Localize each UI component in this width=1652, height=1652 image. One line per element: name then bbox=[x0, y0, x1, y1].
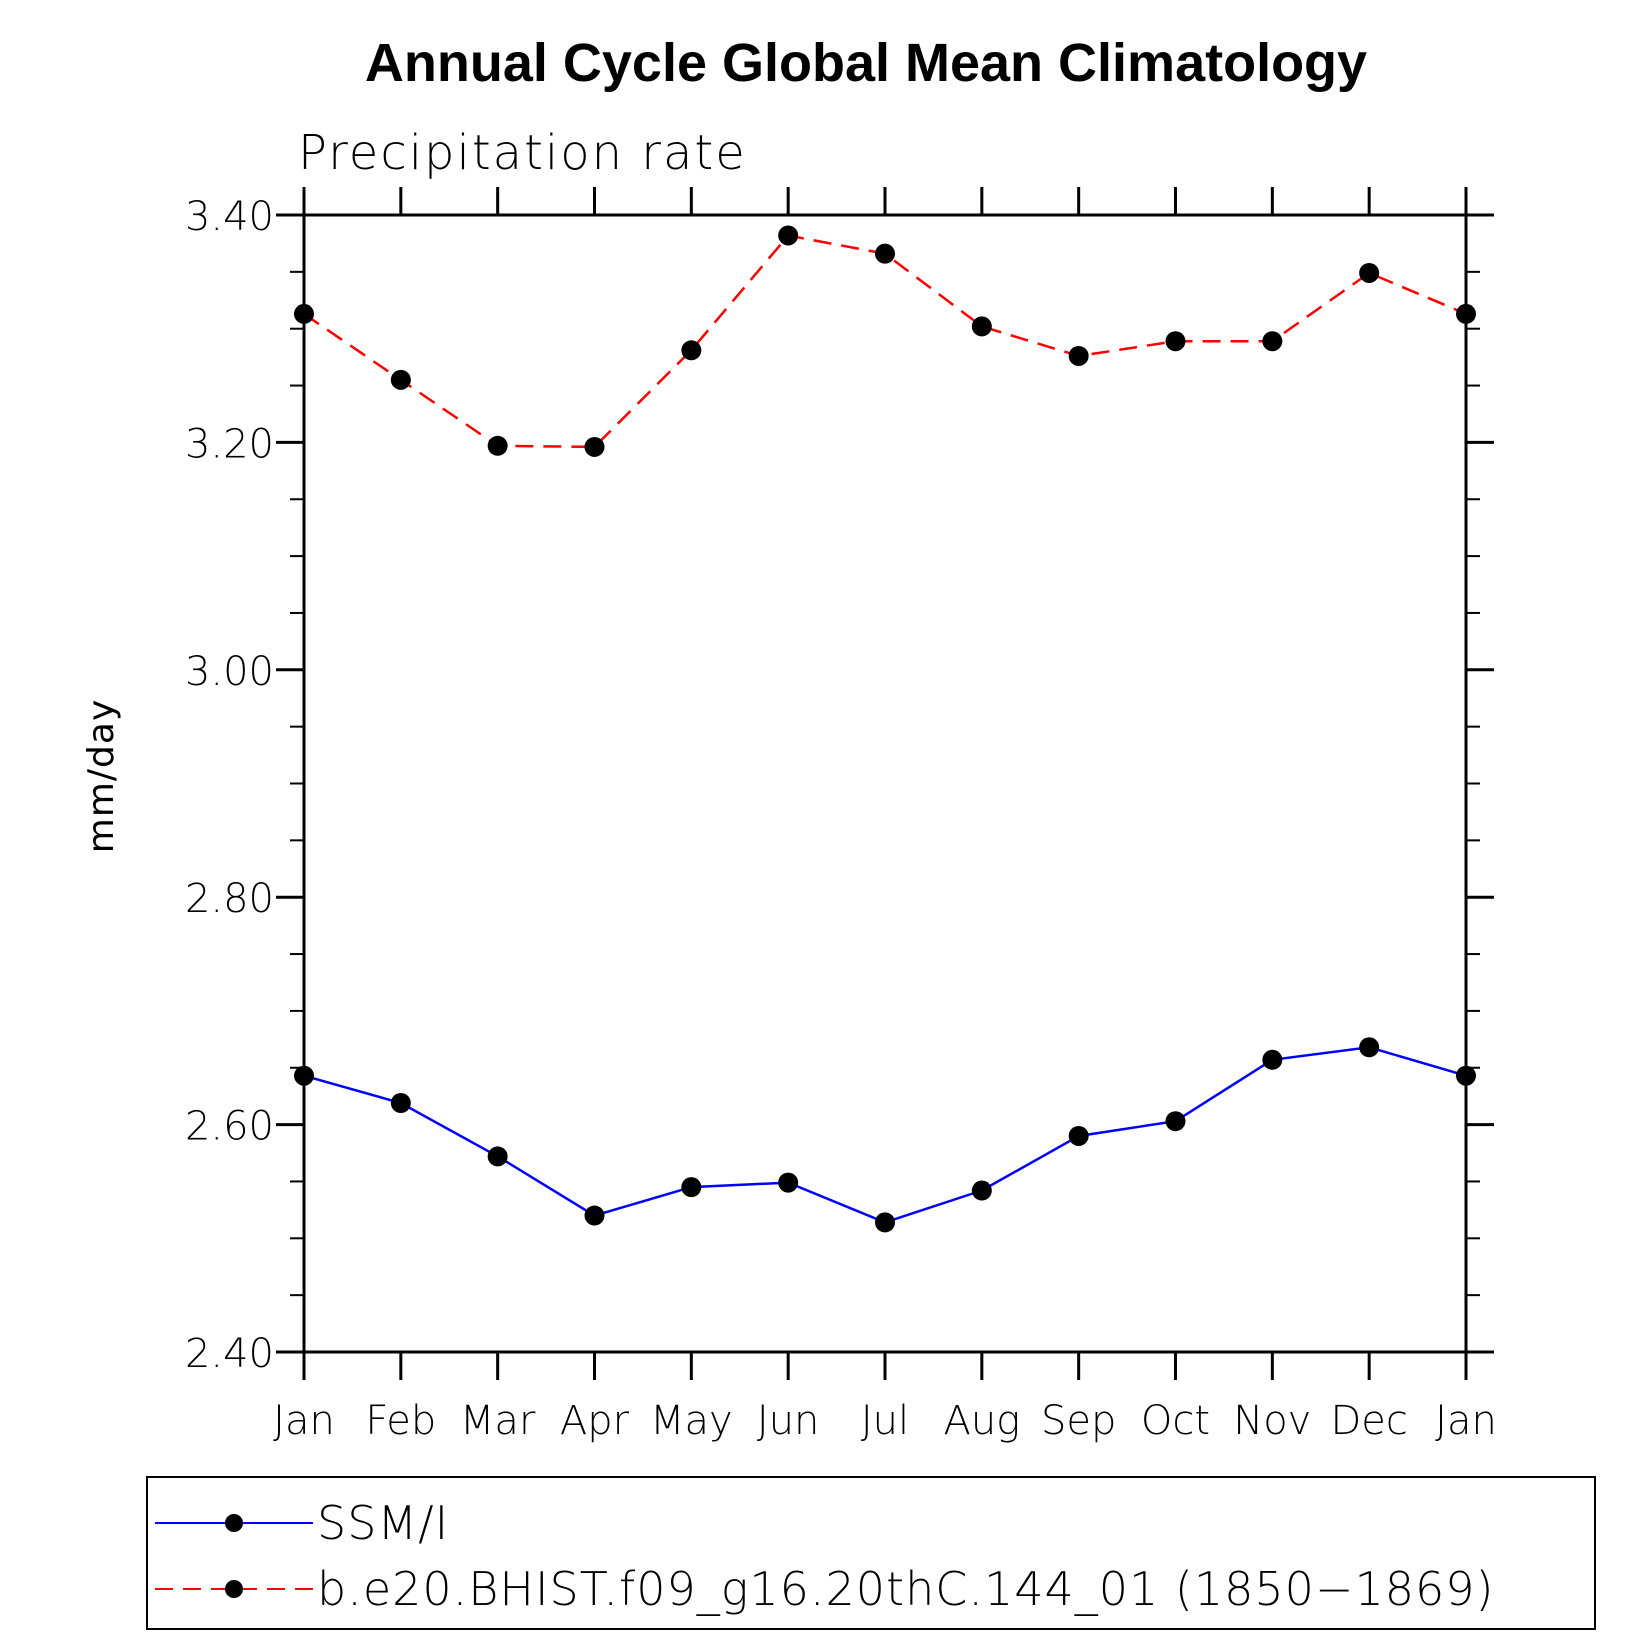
series-0-point bbox=[681, 1177, 702, 1198]
x-tick-label: Nov bbox=[1233, 1398, 1311, 1444]
series-1-point bbox=[294, 303, 314, 324]
x-tick-label: Jan bbox=[1435, 1398, 1497, 1444]
x-tick-label: Oct bbox=[1141, 1398, 1210, 1444]
chart-title: Annual Cycle Global Mean Climatology bbox=[365, 33, 1367, 93]
x-tick-label: Apr bbox=[560, 1398, 630, 1444]
series-1-point bbox=[390, 369, 411, 390]
series-0-point bbox=[875, 1212, 895, 1233]
x-tick-label: Jun bbox=[757, 1398, 820, 1444]
series-layer bbox=[294, 225, 1476, 1233]
y-tick-label: 2.60 bbox=[185, 1104, 274, 1150]
x-tick-label: Mar bbox=[460, 1398, 536, 1444]
series-0-point bbox=[1262, 1049, 1283, 1070]
series-line-1 bbox=[303, 234, 1467, 449]
legend: SSM/I b.e20.BHIST.f09_g16.20thC.144_01 (… bbox=[146, 1476, 1596, 1630]
series-1-point bbox=[584, 436, 605, 457]
series-1-point bbox=[1456, 303, 1476, 324]
x-tick-label: Aug bbox=[943, 1398, 1020, 1444]
legend-label-model: b.e20.BHIST.f09_g16.20thC.144_01 (1850−1… bbox=[317, 1562, 1495, 1616]
series-0-point bbox=[778, 1172, 799, 1193]
y-tick-label: 3.20 bbox=[185, 421, 274, 467]
y-tick-label: 3.40 bbox=[185, 194, 274, 240]
series-0-point bbox=[584, 1205, 605, 1226]
series-0-point bbox=[1359, 1037, 1380, 1058]
series-0-point bbox=[1165, 1111, 1186, 1132]
legend-entry-model: b.e20.BHIST.f09_g16.20thC.144_01 (1850−1… bbox=[155, 1562, 1495, 1616]
y-tick-label: 3.00 bbox=[185, 649, 274, 695]
series-0-point bbox=[1068, 1125, 1089, 1146]
chart-subtitle: Precipitation rate bbox=[298, 125, 747, 181]
legend-box bbox=[146, 1476, 1596, 1630]
y-axis-label: mm/day bbox=[81, 699, 122, 853]
axes bbox=[302, 213, 1468, 1354]
legend-entry-ssmi: SSM/I bbox=[155, 1496, 449, 1550]
x-tick-label: Jul bbox=[861, 1398, 909, 1444]
series-1-point bbox=[1165, 331, 1186, 352]
series-1-point bbox=[1359, 262, 1380, 283]
series-1-point bbox=[1068, 345, 1089, 366]
x-tick-label: Sep bbox=[1041, 1398, 1116, 1444]
legend-marker-model bbox=[225, 1580, 243, 1598]
series-0-point bbox=[487, 1146, 508, 1167]
legend-marker-ssmi bbox=[225, 1514, 243, 1532]
series-1-point bbox=[875, 243, 895, 264]
series-1-point bbox=[778, 225, 799, 246]
series-1-point bbox=[1262, 331, 1283, 352]
series-line-0 bbox=[303, 1046, 1467, 1224]
x-tick-label: May bbox=[650, 1398, 733, 1444]
series-0-point bbox=[294, 1065, 314, 1086]
series-1-point bbox=[487, 435, 508, 456]
y-tick-label: 2.40 bbox=[185, 1331, 274, 1377]
legend-label-ssmi: SSM/I bbox=[317, 1496, 449, 1550]
x-axis-ticks: Jan Feb Mar Apr May Jun Jul Aug Sep Oct Nov Dec Jan bbox=[273, 187, 1497, 1444]
series-1-point bbox=[681, 340, 702, 361]
series-1-point bbox=[971, 316, 992, 337]
x-tick-label: Dec bbox=[1330, 1398, 1407, 1444]
series-0-point bbox=[390, 1092, 411, 1113]
series-0-point bbox=[971, 1180, 992, 1201]
series-0-point bbox=[1456, 1065, 1476, 1086]
y-axis-ticks: 2.40 2.60 2.80 3.00 3.20 3.40 bbox=[185, 194, 1494, 1377]
x-tick-label: Jan bbox=[273, 1398, 335, 1444]
x-tick-label: Feb bbox=[365, 1398, 436, 1444]
y-tick-label: 2.80 bbox=[185, 876, 274, 922]
